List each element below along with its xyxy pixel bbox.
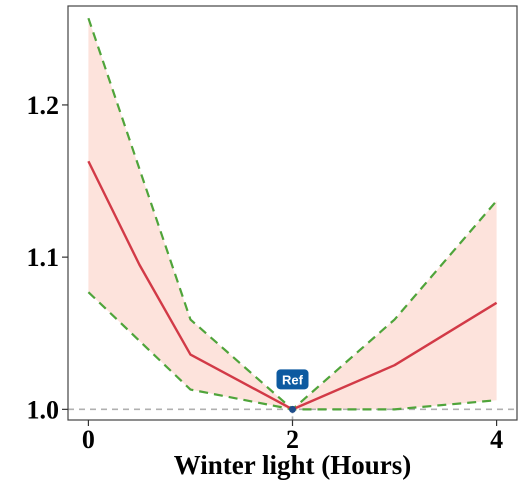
ref-label-box: [276, 369, 309, 390]
x-axis-title: Winter light (Hours): [174, 450, 412, 480]
x-tick-label: 4: [490, 425, 503, 454]
x-tick-label: 2: [286, 425, 299, 454]
x-tick-label: 0: [82, 425, 95, 454]
y-tick-label: 1.0: [27, 395, 60, 424]
y-tick-label: 1.1: [27, 243, 60, 272]
reference-point: [289, 405, 296, 413]
confidence-band: [88, 18, 497, 410]
ref-label: Ref: [282, 372, 304, 387]
estimate-line: [87, 160, 498, 411]
y-tick-label: 1.2: [27, 91, 60, 120]
